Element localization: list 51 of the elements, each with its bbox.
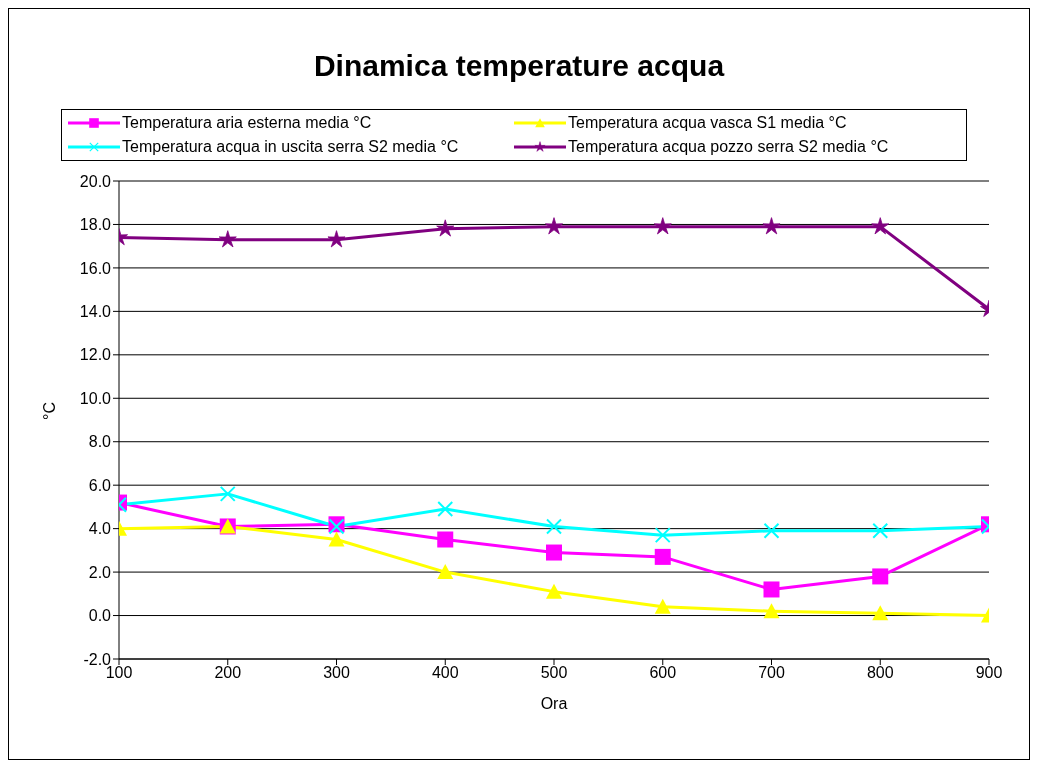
point — [872, 605, 889, 621]
y-tick-label: 12.0 — [79, 346, 112, 364]
point — [872, 522, 889, 539]
x-tick-label: 500 — [540, 664, 568, 682]
point — [437, 564, 454, 580]
y-tick-label: 0.0 — [88, 607, 112, 625]
legend-label: Temperatura acqua in uscita serra S2 media °C — [122, 138, 459, 156]
y-tick-label: 2.0 — [88, 563, 112, 581]
point — [436, 219, 455, 237]
legend-label: Temperatura acqua pozzo serra S2 media °C — [568, 138, 889, 156]
point — [546, 518, 562, 535]
point — [654, 598, 671, 614]
x-tick-label: 600 — [649, 664, 677, 682]
y-tick-label: 20.0 — [79, 172, 112, 190]
point — [327, 230, 346, 248]
point — [654, 527, 671, 544]
x-tick-label: 900 — [975, 664, 1003, 682]
point — [871, 217, 890, 235]
point — [872, 568, 889, 585]
y-axis-title: °C — [40, 402, 58, 420]
y-tick-label: 8.0 — [88, 433, 112, 451]
y-tick-label: 16.0 — [79, 259, 112, 277]
point — [218, 230, 237, 248]
point — [653, 217, 672, 235]
x-tick-label: 400 — [431, 664, 459, 682]
point — [654, 548, 671, 565]
legend-label: Temperatura aria esterna media °C — [122, 114, 372, 132]
x-tick-label: 300 — [323, 664, 350, 682]
x-tick-label: 800 — [866, 664, 894, 682]
point — [546, 583, 562, 599]
point — [545, 217, 563, 235]
point — [328, 531, 345, 547]
y-tick-label: 4.0 — [88, 520, 112, 538]
point — [219, 485, 236, 502]
point — [546, 544, 562, 561]
point — [437, 501, 454, 518]
point — [763, 581, 780, 598]
legend-label: Temperatura acqua vasca S1 media °C — [568, 114, 847, 132]
y-tick-label: 18.0 — [79, 216, 112, 234]
x-tick-label: 100 — [105, 664, 133, 682]
point — [763, 522, 780, 539]
point — [762, 217, 781, 235]
x-tick-label: 700 — [758, 664, 785, 682]
y-tick-label: 10.0 — [79, 389, 112, 407]
point — [437, 531, 454, 548]
y-tick-label: 14.0 — [79, 303, 112, 321]
point — [763, 603, 780, 619]
y-tick-label: 6.0 — [88, 476, 112, 494]
x-axis-title: Ora — [540, 695, 568, 712]
chart-title: Dinamica temperature acqua — [312, 49, 726, 84]
x-tick-label: 200 — [214, 664, 242, 682]
